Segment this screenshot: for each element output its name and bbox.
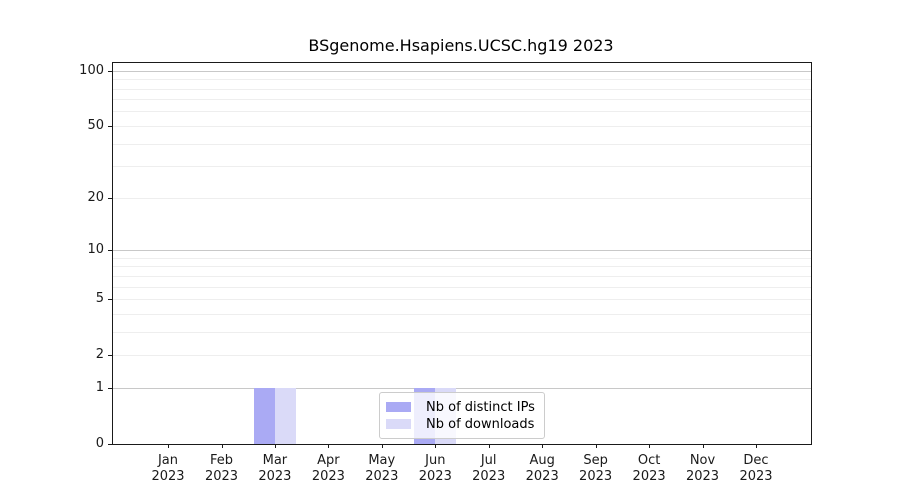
legend: Nb of distinct IPs Nb of downloads <box>379 392 545 439</box>
minor-gridline <box>113 331 811 333</box>
x-axis-tick-label: Jul 2023 <box>454 453 524 485</box>
y-axis-tick-label: 2 <box>95 347 104 363</box>
x-axis-tick-label: Jun 2023 <box>400 453 470 485</box>
month-label: Nov <box>689 453 716 468</box>
y-axis-tick <box>108 355 112 357</box>
y-axis-tick-label: 20 <box>87 189 104 205</box>
y-axis-tick <box>108 387 112 389</box>
minor-gridline <box>113 143 811 145</box>
year-label: 2023 <box>472 469 506 484</box>
minor-gridline <box>113 79 811 81</box>
x-axis-tick <box>221 444 223 448</box>
year-label: 2023 <box>365 469 399 484</box>
month-label: Jul <box>480 453 497 468</box>
month-label: Oct <box>637 453 661 468</box>
x-axis-tick <box>435 444 437 448</box>
y-axis-tick <box>108 299 112 300</box>
minor-gridline <box>113 88 811 90</box>
minor-gridline <box>113 355 811 357</box>
year-label: 2023 <box>418 469 452 484</box>
year-label: 2023 <box>685 469 720 484</box>
x-axis-tick <box>702 444 704 448</box>
x-axis-tick-label: May 2023 <box>347 453 417 485</box>
month-label: Dec <box>743 453 769 468</box>
major-gridline <box>113 387 811 389</box>
year-label: 2023 <box>151 469 185 484</box>
minor-gridline <box>113 313 811 315</box>
major-gridline <box>113 250 811 251</box>
x-axis-tick-label: Nov 2023 <box>668 453 738 485</box>
month-label: Apr <box>317 453 340 468</box>
x-axis-tick-label: Feb 2023 <box>187 453 257 485</box>
x-axis-tick <box>756 444 757 448</box>
axis-ticks-layer: 100 50 20 10 5 2 1 0 Jan 2023 Feb 2023 Mar 2023 Apr 202… <box>79 63 811 484</box>
minor-gridline <box>113 125 811 127</box>
minor-gridline <box>113 266 811 268</box>
year-label: 2023 <box>204 469 239 484</box>
y-axis-tick <box>108 70 112 72</box>
y-axis-tick-label: 50 <box>87 117 104 133</box>
x-axis-tick <box>595 444 597 448</box>
x-axis-tick <box>649 444 651 448</box>
legend-item: Nb of downloads <box>386 416 535 432</box>
x-axis-tick-label: Aug 2023 <box>507 453 577 485</box>
legend-swatch <box>386 402 411 412</box>
minor-gridline <box>113 99 811 101</box>
month-label: Mar <box>262 453 288 468</box>
x-axis-tick <box>168 444 169 448</box>
plot-area: 100 50 20 10 5 2 1 0 Jan 2023 Feb 2023 Mar 2023 Apr 202… <box>79 62 812 484</box>
x-axis-tick <box>274 444 276 448</box>
y-axis-tick-label: 10 <box>87 242 104 257</box>
x-axis-tick-label: Sep 2023 <box>561 453 631 485</box>
x-axis-tick <box>328 444 330 448</box>
x-axis-tick-label: Mar 2023 <box>240 453 310 485</box>
y-axis-tick-label: 1 <box>95 379 104 395</box>
y-axis-tick <box>108 125 112 127</box>
x-axis-tick <box>542 444 544 448</box>
minor-gridline <box>113 299 811 300</box>
year-label: 2023 <box>525 469 559 484</box>
minor-gridline <box>113 257 811 259</box>
major-gridline <box>113 70 811 72</box>
month-label: Jun <box>425 453 446 468</box>
x-axis-tick-label: Dec 2023 <box>721 453 791 485</box>
bar-distinct-ips <box>253 387 275 444</box>
y-axis-tick <box>108 197 112 199</box>
minor-gridline <box>113 275 811 277</box>
y-axis-tick-label: 0 <box>95 436 104 451</box>
y-axis-tick <box>108 250 112 251</box>
x-axis-tick-label: Apr 2023 <box>293 453 363 485</box>
month-label: Aug <box>529 453 555 468</box>
grid-layer <box>113 63 811 444</box>
year-label: 2023 <box>311 469 345 484</box>
year-label: 2023 <box>632 469 666 484</box>
month-label: Feb <box>209 453 234 468</box>
minor-gridline <box>113 286 811 288</box>
minor-gridline <box>113 166 811 168</box>
legend-label: Nb of downloads <box>426 416 535 432</box>
month-label: Sep <box>583 453 608 468</box>
year-label: 2023 <box>739 469 773 484</box>
minor-gridline <box>113 111 811 113</box>
legend-label: Nb of distinct IPs <box>426 399 535 415</box>
bar-downloads <box>274 387 296 444</box>
year-label: 2023 <box>258 469 292 484</box>
x-axis-tick <box>381 444 383 448</box>
month-label: Jan <box>157 453 179 468</box>
legend-swatch <box>386 419 411 429</box>
y-axis-tick-label: 5 <box>95 291 104 306</box>
minor-gridline <box>113 197 811 199</box>
chart-title: BSgenome.Hsapiens.UCSC.hg19 2023 <box>308 36 614 55</box>
year-label: 2023 <box>579 469 613 484</box>
y-axis-tick-label: 100 <box>79 62 104 78</box>
month-label: May <box>368 453 396 468</box>
y-axis-tick <box>108 444 112 445</box>
legend-item: Nb of distinct IPs <box>386 399 535 415</box>
x-axis-tick <box>488 444 490 448</box>
x-axis-tick-label: Oct 2023 <box>614 453 684 485</box>
x-axis-tick-label: Jan 2023 <box>133 453 203 485</box>
